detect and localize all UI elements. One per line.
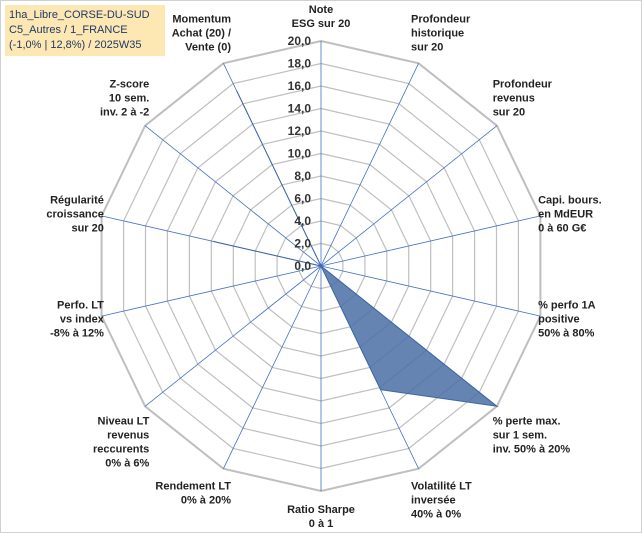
radar-axis-labels: Note ESG sur 20 Profondeur historique sur 20…: [46, 4, 601, 530]
axis-spoke-1: [320, 63, 419, 267]
tick-label: 10,0: [288, 147, 312, 161]
axis-spoke-2: [320, 125, 498, 267]
axis-label: Z-score 10 sem. inv. 2 à -2: [100, 79, 149, 119]
tick-label: 20,0: [288, 34, 312, 48]
axis-spoke-8: [223, 265, 322, 469]
axis-spoke-3: [320, 215, 541, 267]
tick-label: 16,0: [288, 79, 312, 93]
chart-title-box: 1ha_Libre_CORSE-DU-SUD C5_Autres / 1_FRA…: [5, 5, 165, 56]
tick-label: 14,0: [288, 102, 312, 116]
axis-label: Volatilité LT inversée 40% à 0%: [411, 481, 472, 521]
tick-label: 2,0: [294, 237, 311, 251]
axis-label: Ratio Sharpe 0 à 1: [287, 504, 355, 530]
axis-spoke-4: [320, 265, 541, 317]
axis-label: Momentum Achat (20) / Vente (0): [172, 13, 232, 53]
title-line-1: 1ha_Libre_CORSE-DU-SUD: [9, 9, 150, 21]
axis-label: Rendement LT 0% à 20%: [155, 481, 231, 507]
axis-spoke-12: [144, 125, 322, 267]
tick-label: 12,0: [288, 124, 312, 138]
title-line-3: (-1,0% | 12,8%) / 2025W35: [9, 39, 142, 51]
axis-label: Niveau LT revenus reccurents 0% à 6%: [93, 416, 150, 470]
tick-label: 18,0: [288, 57, 312, 71]
axis-label: Profondeur revenus sur 20: [493, 79, 553, 119]
radar-tick-labels: 0,0 2,0 4,0 6,0 8,0 10,0 12,0 14,0 16,0 18,0 20,0: [288, 34, 312, 273]
radar-series: [213, 90, 499, 408]
series-area: [213, 90, 499, 408]
axis-label: % perte max. sur 1 sem. inv. 50% à 20%: [493, 416, 571, 456]
title-line-2: C5_Autres / 1_FRANCE: [9, 24, 128, 36]
axis-label: Capi. bours. en MdEUR 0 à 60 G€: [538, 195, 602, 235]
axis-label: % perfo 1A positive 50% à 80%: [538, 299, 596, 339]
axis-label: Profondeur historique sur 20: [411, 13, 471, 53]
axis-label: Régularité croissance sur 20: [46, 195, 103, 235]
axis-label: Perfo. LT vs index -8% à 12%: [50, 299, 105, 339]
tick-label: 0,0: [294, 259, 311, 273]
axis-spoke-9: [144, 265, 322, 407]
axis-label: Note ESG sur 20: [292, 4, 351, 30]
tick-label: 4,0: [294, 214, 311, 228]
tick-label: 6,0: [294, 192, 311, 206]
axis-spoke-10: [101, 265, 322, 317]
tick-label: 8,0: [294, 169, 311, 183]
